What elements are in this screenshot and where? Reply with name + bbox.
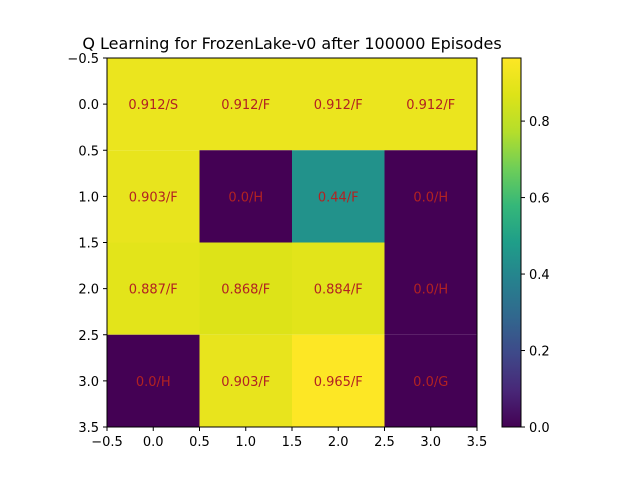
cell-label-r3-c1: 0.903/F bbox=[221, 375, 270, 390]
cell-label-r0-c0: 0.912/S bbox=[128, 98, 178, 113]
y-tick-label: 0.0 bbox=[78, 98, 99, 113]
heatmap-cell-r1-c0 bbox=[107, 150, 200, 243]
cell-label-r3-c0: 0.0/H bbox=[136, 375, 171, 390]
y-tick-label: 1.5 bbox=[78, 237, 99, 252]
heatmap-cell-r1-c3 bbox=[384, 150, 477, 243]
y-tick-label: −0.5 bbox=[67, 52, 99, 67]
cell-label-r2-c0: 0.887/F bbox=[129, 283, 178, 298]
colorbar-axis: 0.0 0.2 0.4 0.6 0.8 bbox=[521, 115, 550, 436]
cell-label-r2-c1: 0.868/F bbox=[221, 283, 270, 298]
x-tick-label: 1.5 bbox=[282, 435, 303, 450]
y-tick-label: 2.0 bbox=[78, 283, 99, 298]
chart-title: Q Learning for FrozenLake-v0 after 10000… bbox=[82, 34, 501, 53]
cell-label-r3-c3: 0.0/G bbox=[413, 375, 448, 390]
colorbar-tick-label: 0.0 bbox=[529, 421, 550, 436]
cell-label-r0-c2: 0.912/F bbox=[314, 98, 363, 113]
heatmap-cell-r3-c2 bbox=[292, 334, 385, 427]
heatmap-cell-r1-c1 bbox=[199, 150, 292, 243]
heatmap-cell-r2-c1 bbox=[199, 242, 292, 335]
heatmap-cell-labels: 0.912/S 0.912/F 0.912/F 0.912/F 0.903/F 0.0/H… bbox=[128, 98, 455, 390]
y-tick-label: 3.0 bbox=[78, 375, 99, 390]
colorbar-tick-label: 0.8 bbox=[529, 115, 550, 130]
heatmap-cell-r2-c3 bbox=[384, 242, 477, 335]
heatmap-cell-r3-c0 bbox=[107, 334, 200, 427]
y-tick-label: 1.0 bbox=[78, 190, 99, 205]
heatmap-cell-r1-c2 bbox=[292, 150, 385, 243]
x-tick-label: 0.0 bbox=[143, 435, 164, 450]
heatmap-cell-r3-c3 bbox=[384, 334, 477, 427]
heatmap-cell-r2-c2 bbox=[292, 242, 385, 335]
cell-label-r0-c3: 0.912/F bbox=[406, 98, 455, 113]
y-tick-label: 3.5 bbox=[78, 421, 99, 436]
cell-label-r0-c1: 0.912/F bbox=[221, 98, 270, 113]
cell-label-r1-c0: 0.903/F bbox=[129, 190, 178, 205]
x-tick-label: −0.5 bbox=[91, 435, 123, 450]
colorbar bbox=[501, 57, 522, 428]
cell-label-r3-c2: 0.965/F bbox=[314, 375, 363, 390]
x-tick-label: 3.5 bbox=[467, 435, 488, 450]
heatmap-cell-r0-c3 bbox=[384, 58, 477, 151]
x-tick-label: 2.5 bbox=[374, 435, 395, 450]
colorbar-tick-label: 0.2 bbox=[529, 345, 550, 360]
heatmap-cell-r0-c0 bbox=[107, 58, 200, 151]
heatmap-cell-r3-c1 bbox=[199, 334, 292, 427]
y-axis: −0.5 0.0 0.5 1.0 1.5 2.0 2.5 3.0 3.5 bbox=[67, 52, 107, 436]
heatmap-cell-r0-c1 bbox=[199, 58, 292, 151]
cell-label-r1-c3: 0.0/H bbox=[413, 190, 448, 205]
cell-label-r2-c3: 0.0/H bbox=[413, 283, 448, 298]
x-tick-label: 2.0 bbox=[328, 435, 349, 450]
heatmap-cell-r2-c0 bbox=[107, 242, 200, 335]
colorbar-tick-label: 0.6 bbox=[529, 192, 550, 207]
cell-label-r1-c1: 0.0/H bbox=[228, 190, 263, 205]
y-tick-label: 0.5 bbox=[78, 144, 99, 159]
colorbar-tick-label: 0.4 bbox=[529, 268, 550, 283]
cell-label-r1-c2: 0.44/F bbox=[318, 190, 359, 205]
x-tick-label: 0.5 bbox=[189, 435, 210, 450]
x-tick-label: 1.0 bbox=[235, 435, 256, 450]
x-axis: −0.5 0.0 0.5 1.0 1.5 2.0 2.5 3.0 3.5 bbox=[91, 427, 487, 450]
x-tick-label: 3.0 bbox=[420, 435, 441, 450]
heatmap-cells bbox=[107, 58, 477, 427]
cell-label-r2-c2: 0.884/F bbox=[314, 283, 363, 298]
heatmap-cell-r0-c2 bbox=[292, 58, 385, 151]
y-tick-label: 2.5 bbox=[78, 329, 99, 344]
